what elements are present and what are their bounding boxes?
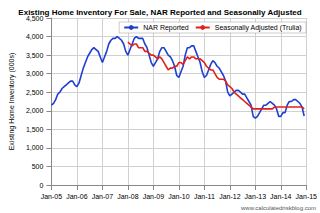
svg-text:3,500: 3,500: [26, 52, 44, 59]
svg-text:NAR Reported: NAR Reported: [143, 24, 189, 32]
svg-text:www.calculatedriskblog.com: www.calculatedriskblog.com: [240, 205, 316, 211]
svg-text:1,500: 1,500: [26, 126, 44, 133]
svg-text:Jan-12: Jan-12: [219, 193, 241, 200]
svg-text:Existing Home Inventory For Sa: Existing Home Inventory For Sale, NAR Re…: [18, 8, 301, 17]
svg-text:Jan-10: Jan-10: [168, 193, 190, 200]
svg-text:2,000: 2,000: [26, 107, 44, 114]
svg-text:Jan-05: Jan-05: [41, 193, 63, 200]
svg-text:Jan-13: Jan-13: [245, 193, 267, 200]
svg-text:Jan-14: Jan-14: [270, 193, 292, 200]
svg-text:1,000: 1,000: [26, 144, 44, 151]
svg-text:3,000: 3,000: [26, 70, 44, 77]
svg-text:Existing Home Inventory (000s): Existing Home Inventory (000s): [8, 53, 16, 151]
svg-text:Jan-08: Jan-08: [117, 193, 139, 200]
svg-text:2,500: 2,500: [26, 89, 44, 96]
svg-text:4,000: 4,000: [26, 33, 44, 40]
svg-text:4,500: 4,500: [25, 14, 44, 22]
svg-text:Jan-09: Jan-09: [143, 193, 165, 200]
svg-text:Jan-07: Jan-07: [92, 193, 114, 200]
svg-text:Jan-11: Jan-11: [194, 193, 215, 200]
svg-text:Seasonally Adjusted (Trulia): Seasonally Adjusted (Trulia): [215, 24, 302, 32]
svg-text:Jan-06: Jan-06: [66, 193, 88, 200]
svg-text:0: 0: [40, 182, 44, 189]
svg-text:Jan-15: Jan-15: [296, 193, 318, 200]
svg-text:500: 500: [32, 163, 44, 170]
